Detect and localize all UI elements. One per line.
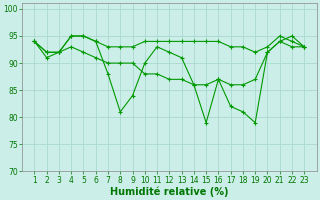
- X-axis label: Humidité relative (%): Humidité relative (%): [110, 186, 228, 197]
